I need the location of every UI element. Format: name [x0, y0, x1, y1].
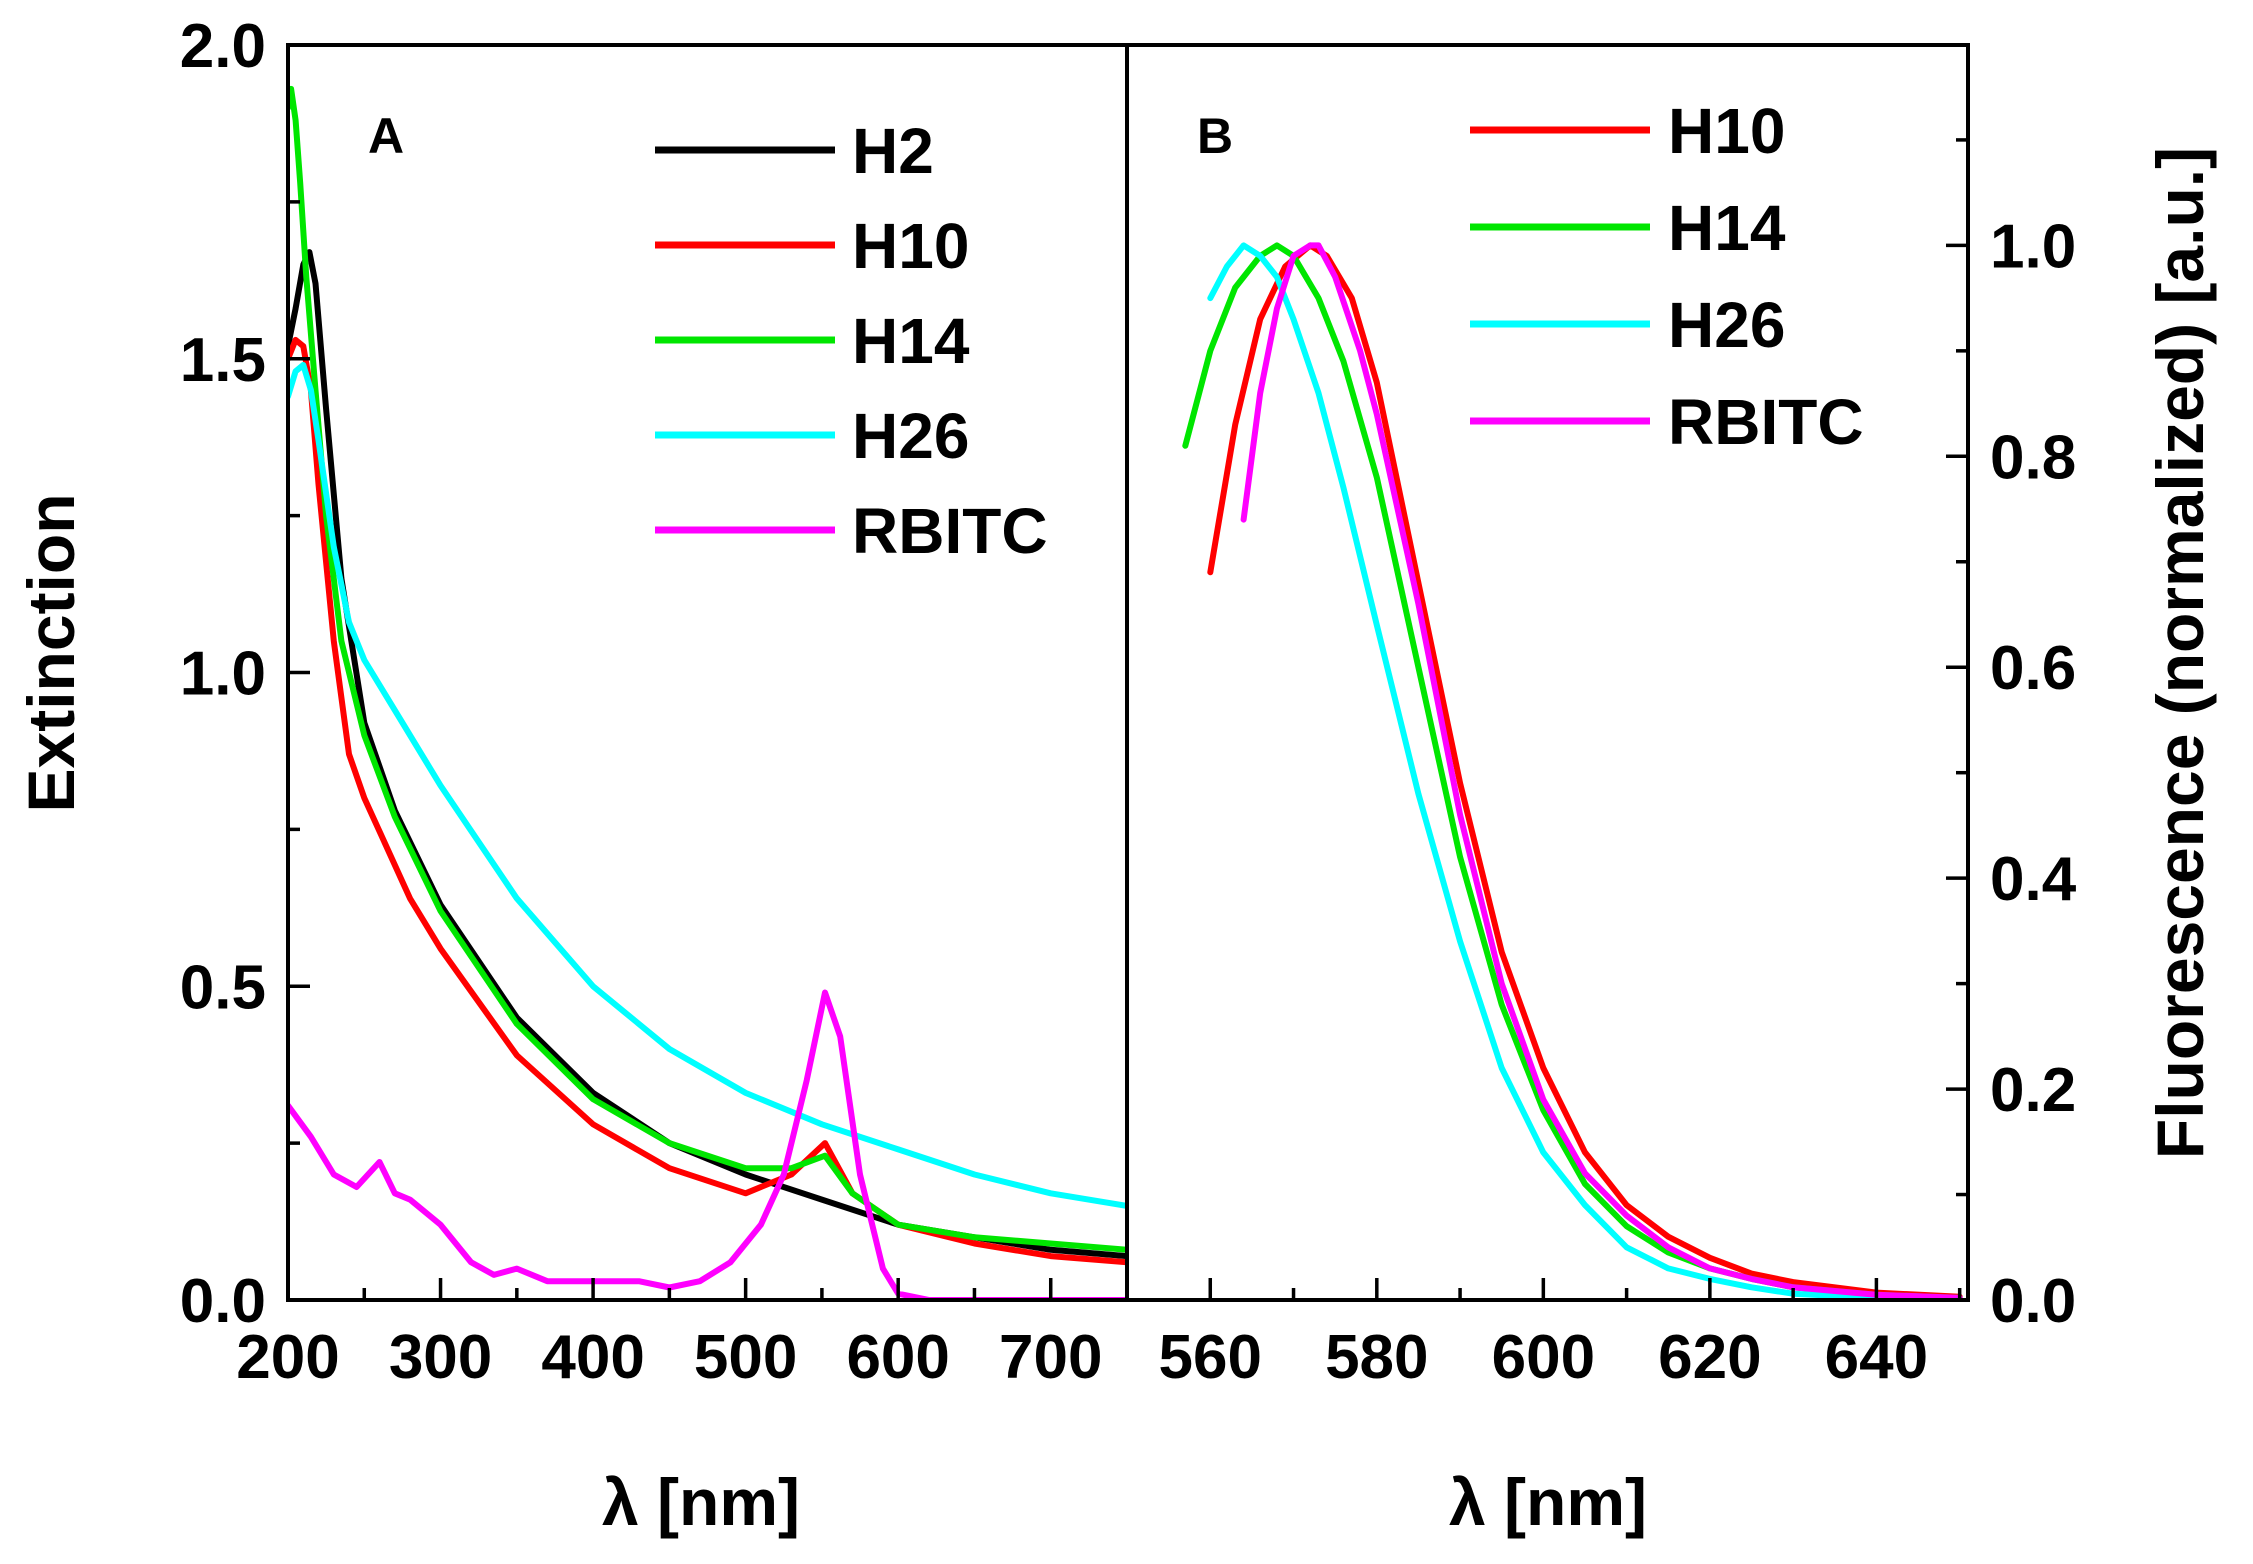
panel-b-series-h26: [1207, 242, 1963, 1300]
panel-a-y-tick-label: 0.0: [180, 1267, 266, 1336]
panel-b-x-tick-label: 560: [1159, 1323, 1262, 1392]
panel-b-series-rbitc: [1240, 242, 1963, 1300]
panel-a-legend-label-h14: H14: [852, 305, 970, 377]
panel-b-x-tick-label: 620: [1658, 1323, 1761, 1392]
panel-b-y-axis-title: Fluorescence (normalized) [a.u.]: [2143, 147, 2217, 1159]
panel-a-extinction: A Extinction λ [nm] 200 300 400 500 600 700 0.…: [14, 12, 1129, 1539]
panel-a-series-group: [288, 85, 1127, 1300]
panel-a-label: A: [368, 108, 404, 164]
panel-b-y-tick-label: 0.8: [1990, 423, 2076, 492]
panel-a-y-tick-label: 1.0: [180, 640, 266, 709]
panel-b-legend-label-rbitc: RBITC: [1668, 386, 1864, 458]
panel-a-series-h10: [288, 336, 1127, 1266]
panel-b-y-tick-label: 0.2: [1990, 1056, 2076, 1125]
panel-b-legend-label-h26: H26: [1668, 289, 1785, 361]
panel-a-x-tick-label: 300: [389, 1323, 492, 1392]
panel-a-series-h2: [288, 249, 1127, 1260]
panel-b-series-group: [1182, 242, 1963, 1300]
panel-a-x-tick-label: 500: [694, 1323, 797, 1392]
panel-a-y-axis-title: Extinction: [14, 493, 88, 812]
panel-a-legend-label-rbitc: RBITC: [852, 495, 1048, 567]
panel-a-series-h14: [288, 85, 1127, 1253]
panel-b-legend-label-h14: H14: [1668, 192, 1786, 264]
panel-b-plot-frame: [1125, 43, 1970, 1302]
panel-a-x-tick-label: 400: [541, 1323, 644, 1392]
panel-b-y-tick-label: 0.4: [1990, 845, 2077, 914]
panel-b-x-axis-title: λ [nm]: [1449, 1465, 1647, 1539]
panel-a-x-axis-title: λ [nm]: [602, 1465, 800, 1539]
panel-b-y-tick-label: 0.6: [1990, 634, 2076, 703]
panel-b-legend: H10 H14 H26 RBITC: [1470, 95, 1864, 458]
panel-b-x-tick-label: 600: [1492, 1323, 1595, 1392]
panel-b-x-tick-label: 640: [1825, 1323, 1928, 1392]
panel-a-series-h26: [288, 362, 1127, 1209]
panel-b-x-tick-label: 580: [1325, 1323, 1428, 1392]
panel-a-x-tick-label: 700: [999, 1323, 1102, 1392]
panel-a-x-tick-label: 600: [846, 1323, 949, 1392]
panel-b-label: B: [1197, 108, 1233, 164]
panel-b-y-tick-label: 1.0: [1990, 212, 2076, 281]
panel-a-legend-label-h2: H2: [852, 115, 934, 187]
panel-b-legend-label-h10: H10: [1668, 95, 1785, 167]
panel-b-y-tick-label: 0.0: [1990, 1267, 2076, 1336]
panel-a-x-tick-label: 200: [236, 1323, 339, 1392]
panel-b-fluorescence: B Fluorescence (normalized) [a.u.] λ [nm…: [1125, 43, 2217, 1539]
panel-a-legend-label-h10: H10: [852, 210, 969, 282]
panel-a-y-tick-label: 2.0: [180, 12, 266, 81]
panel-a-legend-label-h26: H26: [852, 400, 969, 472]
panel-a-y-tick-label: 1.5: [180, 326, 266, 395]
panel-a-plot-frame: [286, 43, 1129, 1302]
panel-a-legend: H2 H10 H14 H26 RBITC: [655, 115, 1048, 567]
panel-a-series-rbitc: [288, 989, 1127, 1300]
panel-a-y-tick-label: 0.5: [180, 953, 266, 1022]
